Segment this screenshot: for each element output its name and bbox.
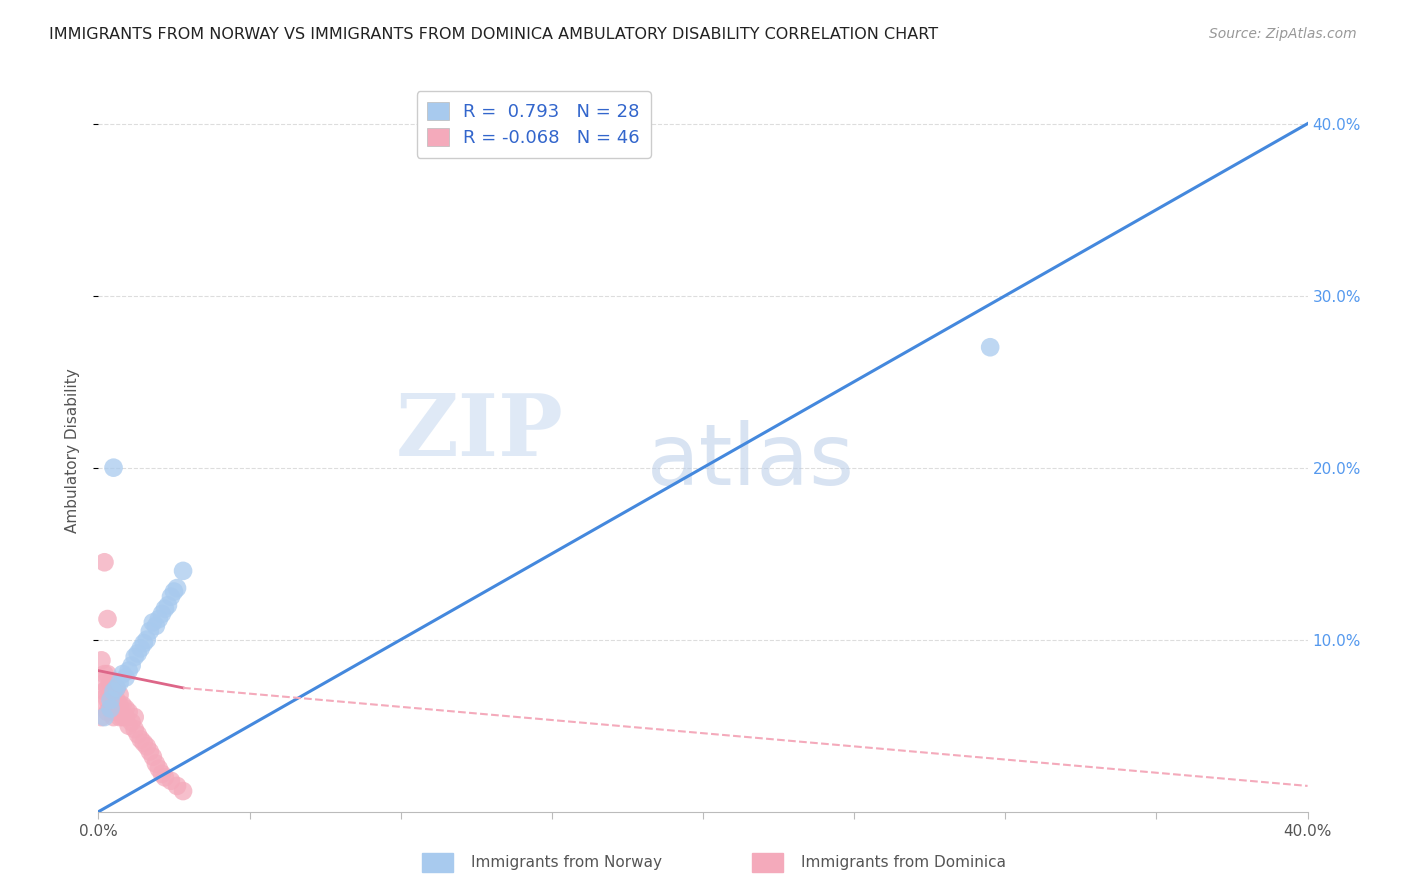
- Point: [90, 710, 112, 724]
- Point: [96, 612, 118, 626]
- Point: [105, 705, 128, 719]
- Point: [96, 681, 118, 695]
- Point: [105, 681, 128, 695]
- Text: IMMIGRANTS FROM NORWAY VS IMMIGRANTS FROM DOMINICA AMBULATORY DISABILITY CORRELA: IMMIGRANTS FROM NORWAY VS IMMIGRANTS FRO…: [49, 27, 938, 42]
- Point: [145, 756, 167, 771]
- Point: [114, 710, 136, 724]
- Point: [100, 688, 122, 702]
- Point: [103, 698, 125, 712]
- Point: [103, 684, 125, 698]
- Point: [96, 667, 118, 681]
- Point: [111, 710, 134, 724]
- Point: [108, 710, 131, 724]
- Point: [96, 693, 118, 707]
- Point: [90, 653, 112, 667]
- Text: ZIP: ZIP: [396, 391, 564, 475]
- Text: Immigrants from Dominica: Immigrants from Dominica: [801, 855, 1007, 870]
- Point: [100, 675, 122, 690]
- Point: [166, 581, 188, 595]
- Point: [111, 667, 134, 681]
- Point: [118, 719, 141, 733]
- Point: [150, 767, 173, 781]
- Point: [124, 649, 146, 664]
- Point: [979, 340, 1001, 354]
- Point: [139, 624, 162, 639]
- Text: atlas: atlas: [647, 420, 855, 503]
- Point: [103, 684, 125, 698]
- Point: [148, 612, 170, 626]
- Point: [132, 736, 155, 750]
- Point: [96, 705, 118, 719]
- Point: [153, 601, 176, 615]
- Text: Source: ZipAtlas.com: Source: ZipAtlas.com: [1209, 27, 1357, 41]
- Point: [129, 732, 152, 747]
- Point: [100, 701, 122, 715]
- Point: [90, 693, 112, 707]
- Point: [105, 693, 128, 707]
- Point: [142, 615, 165, 630]
- Point: [93, 667, 115, 681]
- Point: [135, 739, 157, 754]
- Point: [160, 590, 183, 604]
- Point: [132, 636, 155, 650]
- Point: [135, 632, 157, 647]
- Text: Immigrants from Norway: Immigrants from Norway: [471, 855, 662, 870]
- Point: [150, 607, 173, 621]
- Point: [124, 710, 146, 724]
- Point: [118, 705, 141, 719]
- Point: [105, 681, 128, 695]
- Point: [103, 710, 125, 724]
- Point: [129, 641, 152, 656]
- Point: [118, 664, 141, 678]
- Point: [148, 762, 170, 776]
- Point: [160, 773, 183, 788]
- Point: [93, 710, 115, 724]
- Legend: R =  0.793   N = 28, R = -0.068   N = 46: R = 0.793 N = 28, R = -0.068 N = 46: [416, 91, 651, 158]
- Point: [124, 722, 146, 736]
- Point: [166, 779, 188, 793]
- Y-axis label: Ambulatory Disability: Ambulatory Disability: [65, 368, 80, 533]
- Point: [111, 698, 134, 712]
- Point: [114, 671, 136, 685]
- Point: [93, 675, 115, 690]
- Point: [108, 688, 131, 702]
- Point: [93, 684, 115, 698]
- Point: [103, 460, 125, 475]
- Point: [93, 555, 115, 569]
- Point: [127, 647, 149, 661]
- Point: [100, 701, 122, 715]
- Point: [172, 784, 194, 798]
- Point: [108, 675, 131, 690]
- Point: [172, 564, 194, 578]
- Point: [100, 693, 122, 707]
- Point: [142, 749, 165, 764]
- Point: [108, 698, 131, 712]
- Point: [114, 701, 136, 715]
- Point: [153, 770, 176, 784]
- Point: [156, 599, 179, 613]
- Point: [121, 715, 143, 730]
- Point: [139, 744, 162, 758]
- Point: [127, 727, 149, 741]
- Point: [121, 658, 143, 673]
- Point: [163, 584, 186, 599]
- Point: [145, 619, 167, 633]
